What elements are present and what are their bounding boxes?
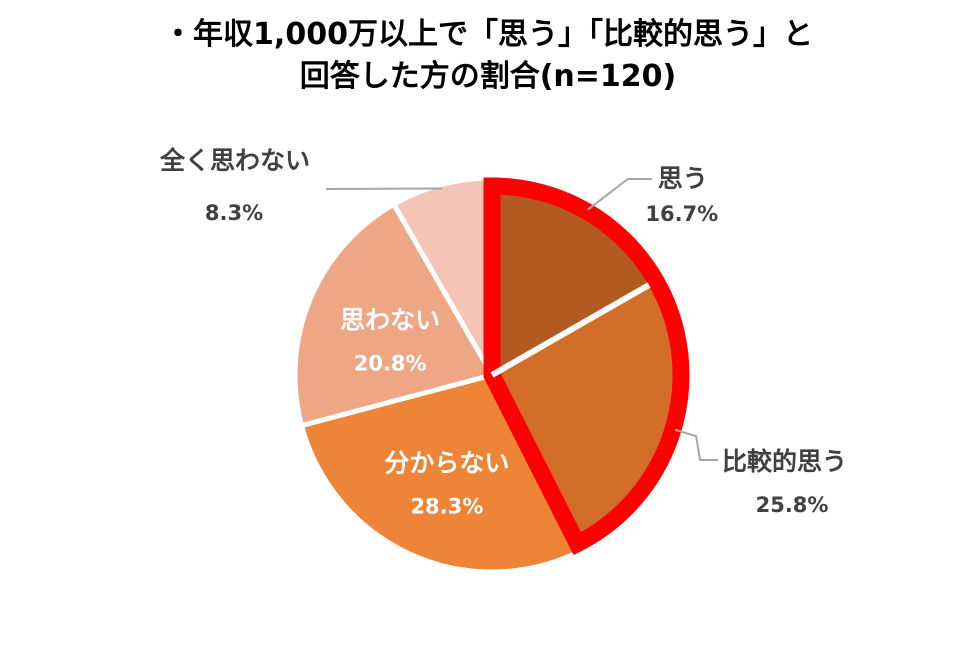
slice-全く思わない-value-label: 8.3% xyxy=(205,201,263,225)
slice-思う-leader-line xyxy=(588,179,652,210)
slice-比較的思う-label: 比較的思う xyxy=(722,447,847,476)
slice-思う-value-label: 16.7% xyxy=(645,202,718,226)
slice-思わない-label: 思わない xyxy=(340,306,440,335)
slice-分からない-value-label: 28.3% xyxy=(410,495,483,519)
slice-思わない-value-label: 20.8% xyxy=(354,352,427,376)
slice-比較的思う-value-label: 25.8% xyxy=(756,493,829,517)
slice-全く思わない-leader-line xyxy=(326,189,442,190)
slice-思う-label: 思う xyxy=(658,164,708,193)
slice-分からない-label: 分からない xyxy=(384,449,509,478)
slice-全く思わない-label: 全く思わない xyxy=(159,146,310,175)
